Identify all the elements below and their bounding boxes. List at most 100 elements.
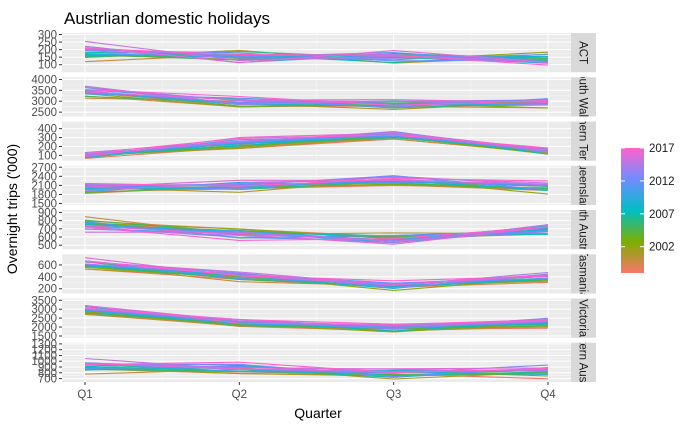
series-line-2017 [84,307,549,325]
y-tick-label: 800 [38,216,57,228]
series-line-2016 [84,257,549,286]
y-tick-label: 3500 [31,295,57,307]
y-tick-label: 700 [38,224,57,236]
x-tick-label: Q1 [77,389,92,401]
facet-strip [571,121,596,161]
y-tick-label: 150 [38,52,57,64]
y-tick-label: 2400 [31,171,57,183]
y-tick-label: 1500 [31,198,57,210]
series-line-2015 [84,226,549,242]
series-line-2017 [84,361,549,374]
series-line-2017 [84,47,549,66]
color-legend: 2002 2007 2012 2017 [621,143,675,273]
y-tick-label: 200 [38,45,57,57]
series-lines [84,40,549,66]
series-lines [84,175,549,195]
y-tick-label: 2100 [31,180,57,192]
x-tick-label: Q3 [386,389,401,401]
series-line-2016 [84,46,549,64]
y-tick-label: 2700 [31,162,57,174]
y-tick-label: 100 [38,150,57,162]
facet-strip-label: ACT [577,41,589,64]
facet-strip-label: Western Australia [577,317,589,408]
y-tick-label: 2500 [31,313,57,325]
y-tick-label: 600 [38,232,57,244]
y-tick-label: 1000 [31,356,57,368]
x-axis-title: Quarter [294,405,342,421]
y-tick-label: 250 [38,37,57,49]
x-tick-label: Q2 [232,389,247,401]
series-lines [84,131,549,159]
y-tick-label: 1300 [31,339,57,351]
series-line-2017 [84,134,549,155]
y-tick-label: 3000 [31,96,57,108]
series-line-2017 [84,178,549,187]
facet-strip-label: Tasmania [577,249,589,299]
y-tick-label: 3500 [31,85,57,97]
y-tick-label: 2000 [31,322,57,334]
facet-strip-label: Queensland [577,154,589,216]
series-line-2016 [84,91,549,103]
y-tick-label: 900 [38,362,57,374]
series-lines [84,357,549,380]
series-lines [84,216,549,245]
y-tick-label: 200 [38,284,57,296]
facet-strip [571,254,596,294]
series-line-2017 [84,260,549,282]
legend-colorbar [621,148,644,273]
legend-label: 2017 [649,143,675,155]
y-tick-label: 2500 [31,107,57,119]
y-tick-label: 3000 [31,304,57,316]
y-tick-label: 300 [38,30,57,42]
x-axis: Q1 Q2 Q3 Q4 [77,382,556,401]
series-line-2016 [84,363,549,370]
facet-strip-label: Northern Territory [577,96,589,186]
y-axis-title: Overnight trips ('000) [4,144,20,274]
y-tick-label: 900 [38,207,57,219]
y-tick-label: 1500 [31,331,57,343]
facet-strip [571,165,596,205]
series-line-2017 [84,88,549,106]
y-tick-label: 300 [38,133,57,145]
facet-strip-label: South Wales [577,64,589,129]
facet-strip [571,342,596,382]
y-tick-label: 1800 [31,189,57,201]
facet-strip [571,210,596,250]
series-lines [84,257,549,291]
facet-strip-label: Victoria [577,299,589,338]
y-tick-label: 500 [38,240,57,252]
legend-label: 2007 [649,209,675,221]
legend-label: 2002 [649,242,675,254]
y-tick-label: 1100 [32,350,57,362]
y-tick-label: 4000 [31,74,57,86]
y-tick-label: 400 [38,124,57,136]
chart-title: Austrlian domestic holidays [64,9,270,28]
series-line-2017 [84,226,549,241]
facet-strip [571,77,596,117]
x-tick-label: Q4 [540,389,556,401]
y-tick-label: 200 [38,141,57,153]
facet-strip-label: South Australia [577,191,589,269]
series-lines [84,305,549,333]
y-tick-label: 1200 [31,345,57,357]
facet-strip [571,33,596,73]
series-line-2016 [84,179,549,188]
y-tick-label: 400 [38,272,57,284]
y-tick-label: 600 [38,260,57,272]
legend-label: 2012 [649,176,675,188]
y-tick-label: 800 [38,368,57,380]
y-tick-label: 700 [38,374,57,386]
series-lines [84,85,549,110]
y-tick-label: 100 [38,60,57,72]
facet-strip [571,298,596,338]
